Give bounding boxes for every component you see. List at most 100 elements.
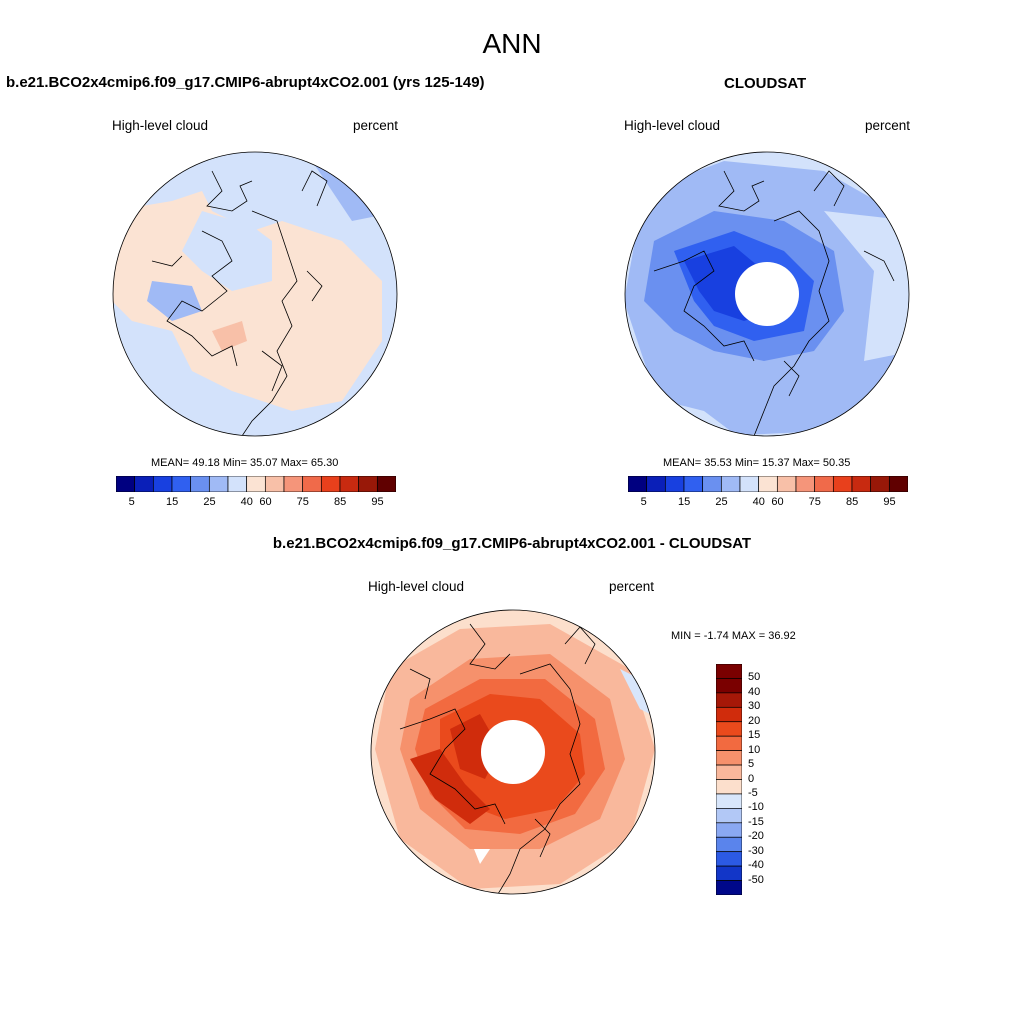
panel2-units: percent — [865, 118, 911, 133]
panel2-title: CLOUDSAT — [724, 75, 807, 92]
panel3-colorbar-box — [716, 793, 742, 809]
panel3-colorbar-box — [716, 664, 742, 679]
panel3-colorbar — [716, 664, 742, 895]
panel2-colorbar-box — [646, 476, 666, 492]
panel3-colorbar-box — [716, 822, 742, 838]
panel3-colorbar-tick: -5 — [748, 786, 758, 799]
panel3-colorbar-box — [716, 836, 742, 853]
panel3-colorbar-tick: -10 — [748, 801, 764, 814]
panel1-colorbar — [116, 476, 396, 492]
panel1-coastlines — [151, 170, 328, 436]
panel3-colorbar-box — [716, 764, 742, 780]
panel3-colorbar-tick: 0 — [748, 772, 755, 785]
panel2-colorbar-box — [739, 476, 760, 492]
panel3-polar-map — [370, 609, 656, 895]
panel3-colorbar-tick: 5 — [748, 758, 755, 771]
panel3-colorbar-box — [716, 851, 742, 867]
panel2-pole-hole — [735, 262, 799, 326]
panel3-colorbar-box — [716, 706, 742, 723]
panel2-polar-map — [624, 151, 910, 437]
panel1-colorbar-box — [320, 476, 341, 492]
panel1-colorbar-box — [208, 476, 229, 492]
panel1-colorbar-box — [171, 476, 192, 492]
panel2-colorbar-tick: 95 — [883, 496, 896, 508]
panel1-colorbar-box — [302, 476, 322, 492]
panel1-colorbar-tick: 5 — [128, 496, 135, 508]
panel1-colorbar-box — [264, 476, 285, 492]
panel1-title: b.e21.BCO2x4cmip6.f09_g17.CMIP6-abrupt4x… — [6, 74, 485, 91]
panel2-colorbar-box — [628, 476, 648, 492]
panel3-colorbar-ticks: 50 40 30 20 15 10 5 0 -5 -10 -15 -20 -30 -40 -50 — [748, 664, 788, 895]
figure-title: ANN — [482, 28, 542, 59]
panel2-colorbar-tick: 25 — [715, 496, 728, 508]
panel3-pole-hole — [481, 720, 545, 784]
panel3-colorbar-tick: 40 — [748, 685, 761, 698]
panel3-colorbar-tick: 30 — [748, 700, 761, 713]
panel3-stats: MIN = -1.74 MAX = 36.92 — [671, 630, 796, 642]
panel2-colorbar-box — [888, 476, 908, 492]
panel3-coastlines — [399, 623, 596, 894]
panel3-colorbar-box — [716, 721, 742, 737]
panel3-colorbar-box — [716, 678, 742, 694]
panel1-colorbar-box — [283, 476, 304, 492]
panel2-colorbar-box — [758, 476, 778, 492]
panel3-colorbar-box — [716, 865, 742, 881]
panel1-colorbar-box — [246, 476, 266, 492]
panel3-title: b.e21.BCO2x4cmip6.f09_g17.CMIP6-abrupt4x… — [272, 535, 752, 552]
panel1-colorbar-tick: 95 — [371, 496, 384, 508]
panel1-colorbar-tick: 40 — [240, 496, 253, 508]
panel1-colorbar-box — [376, 476, 396, 492]
panel1-colorbar-tick: 85 — [334, 496, 347, 508]
panel3-colorbar-box — [716, 779, 742, 795]
panel2-colorbar-ticks: 5 15 25 40 60 75 85 95 — [628, 496, 908, 512]
panel2-map-border — [624, 151, 910, 437]
panel1-colorbar-box — [358, 476, 378, 492]
panel1-polar-map — [112, 151, 398, 437]
panel3-variable: High-level cloud — [368, 579, 465, 594]
panel3-colorbar-tick: 15 — [748, 729, 761, 742]
panel2-colorbar-box — [795, 476, 816, 492]
panel2-colorbar-box — [814, 476, 834, 492]
panel2-colorbar-tick: 60 — [771, 496, 784, 508]
panel2-colorbar-tick: 75 — [808, 496, 821, 508]
panel1-warm-region — [113, 191, 382, 411]
panel1-colorbar-tick: 60 — [259, 496, 272, 508]
panel2-colorbar-tick: 85 — [846, 496, 859, 508]
panel2-colorbar-box — [720, 476, 741, 492]
panel1-stats: MEAN= 49.18 Min= 35.07 Max= 65.30 — [151, 457, 339, 469]
panel1-units: percent — [353, 118, 399, 133]
panel3-colorbar-tick: 10 — [748, 743, 761, 756]
panel1-colorbar-tick: 25 — [203, 496, 216, 508]
panel3-colorbar-tick: -50 — [748, 873, 764, 886]
panel1-colorbar-box — [134, 476, 154, 492]
panel1-colorbar-tick: 15 — [166, 496, 179, 508]
panel1-colorbar-box — [227, 476, 248, 492]
panel2-variable: High-level cloud — [624, 118, 721, 133]
panel1-colorbar-box — [116, 476, 136, 492]
panel3-colorbar-box — [716, 735, 742, 751]
panel1-colorbar-ticks: 5 15 25 40 60 75 85 95 — [116, 496, 396, 512]
panel2-colorbar-tick: 5 — [640, 496, 647, 508]
panel2-colorbar-box — [702, 476, 722, 492]
panel1-colorbar-box — [339, 476, 360, 492]
panel2-colorbar-box — [851, 476, 872, 492]
panel1-variable: High-level cloud — [112, 118, 209, 133]
panel3-colorbar-tick: 50 — [748, 671, 761, 684]
panel2-colorbar-box — [683, 476, 704, 492]
panel3-colorbar-tick: -15 — [748, 815, 764, 828]
panel2-colorbar-box — [664, 476, 685, 492]
panel3-colorbar-tick: -20 — [748, 830, 764, 843]
panel2-colorbar-tick: 15 — [678, 496, 691, 508]
panel1-colorbar-tick: 75 — [296, 496, 309, 508]
panel2-coastlines — [653, 170, 895, 436]
panel3-units: percent — [609, 579, 655, 594]
panel2-stats: MEAN= 35.53 Min= 15.37 Max= 50.35 — [663, 457, 851, 469]
panel1-colorbar-box — [152, 476, 173, 492]
panel3-colorbar-box — [716, 750, 742, 766]
panel3-colorbar-box — [716, 880, 742, 895]
panel3-map-border — [370, 609, 656, 895]
panel2-colorbar-tick: 40 — [752, 496, 765, 508]
panel3-colorbar-tick: -30 — [748, 844, 764, 857]
panel3-colorbar-tick: -40 — [748, 859, 764, 872]
panel2-colorbar-box — [776, 476, 797, 492]
